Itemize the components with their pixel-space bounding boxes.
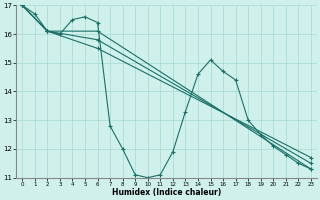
X-axis label: Humidex (Indice chaleur): Humidex (Indice chaleur)	[112, 188, 221, 197]
